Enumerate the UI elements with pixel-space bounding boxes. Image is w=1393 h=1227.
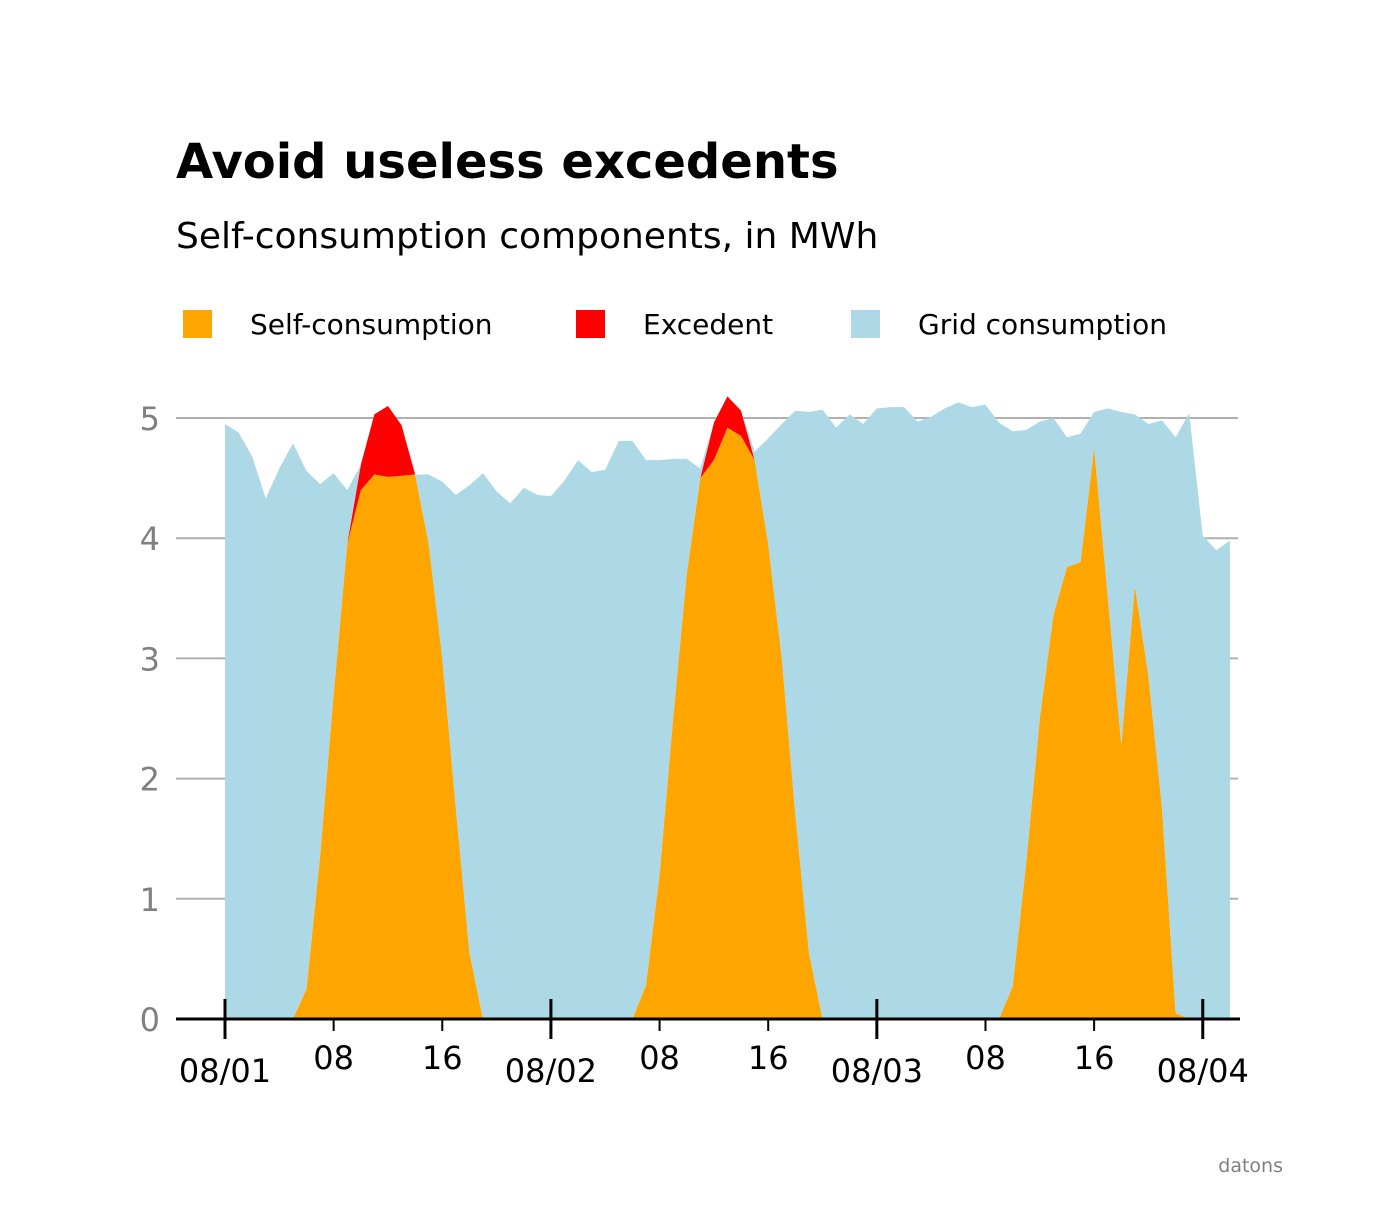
chart-title: Avoid useless excedents — [176, 134, 839, 190]
x-major-label: 08/02 — [505, 1052, 597, 1090]
credit-label: datons — [1218, 1155, 1283, 1177]
x-minor-label: 08 — [313, 1039, 354, 1077]
x-minor-label: 08 — [965, 1039, 1006, 1077]
area-grid-consumption — [225, 396, 1230, 1019]
legend-label: Excedent — [643, 308, 773, 341]
y-tick-label: 4 — [140, 520, 160, 558]
y-tick-label: 3 — [140, 640, 160, 678]
x-major-label: 08/04 — [1157, 1052, 1249, 1090]
legend-label: Grid consumption — [918, 308, 1167, 341]
x-major-label: 08/03 — [831, 1052, 923, 1090]
legend-swatch — [576, 310, 605, 338]
x-minor-label: 16 — [422, 1039, 463, 1077]
y-tick-label: 0 — [140, 1001, 160, 1039]
legend-swatch — [851, 310, 880, 338]
x-major-label: 08/01 — [179, 1052, 271, 1090]
legend: Self-consumption Excedent Grid consumption — [183, 308, 1167, 341]
area-self-consumption — [225, 427, 1230, 1019]
area-series — [225, 396, 1230, 1019]
y-tick-label: 5 — [140, 400, 160, 438]
x-axis: 08/01 08/02 08/03 08/04 08 16 08 16 08 16 — [176, 999, 1249, 1090]
x-minor-label: 08 — [639, 1039, 680, 1077]
y-tick-label: 2 — [140, 761, 160, 799]
y-axis: 0 1 2 3 4 5 — [140, 400, 160, 1039]
legend-swatch — [183, 310, 212, 338]
x-minor-label: 16 — [1074, 1039, 1115, 1077]
legend-label: Self-consumption — [250, 308, 493, 341]
y-tick-label: 1 — [140, 881, 160, 919]
x-minor-label: 16 — [748, 1039, 789, 1077]
chart-subtitle: Self-consumption components, in MWh — [176, 216, 878, 257]
